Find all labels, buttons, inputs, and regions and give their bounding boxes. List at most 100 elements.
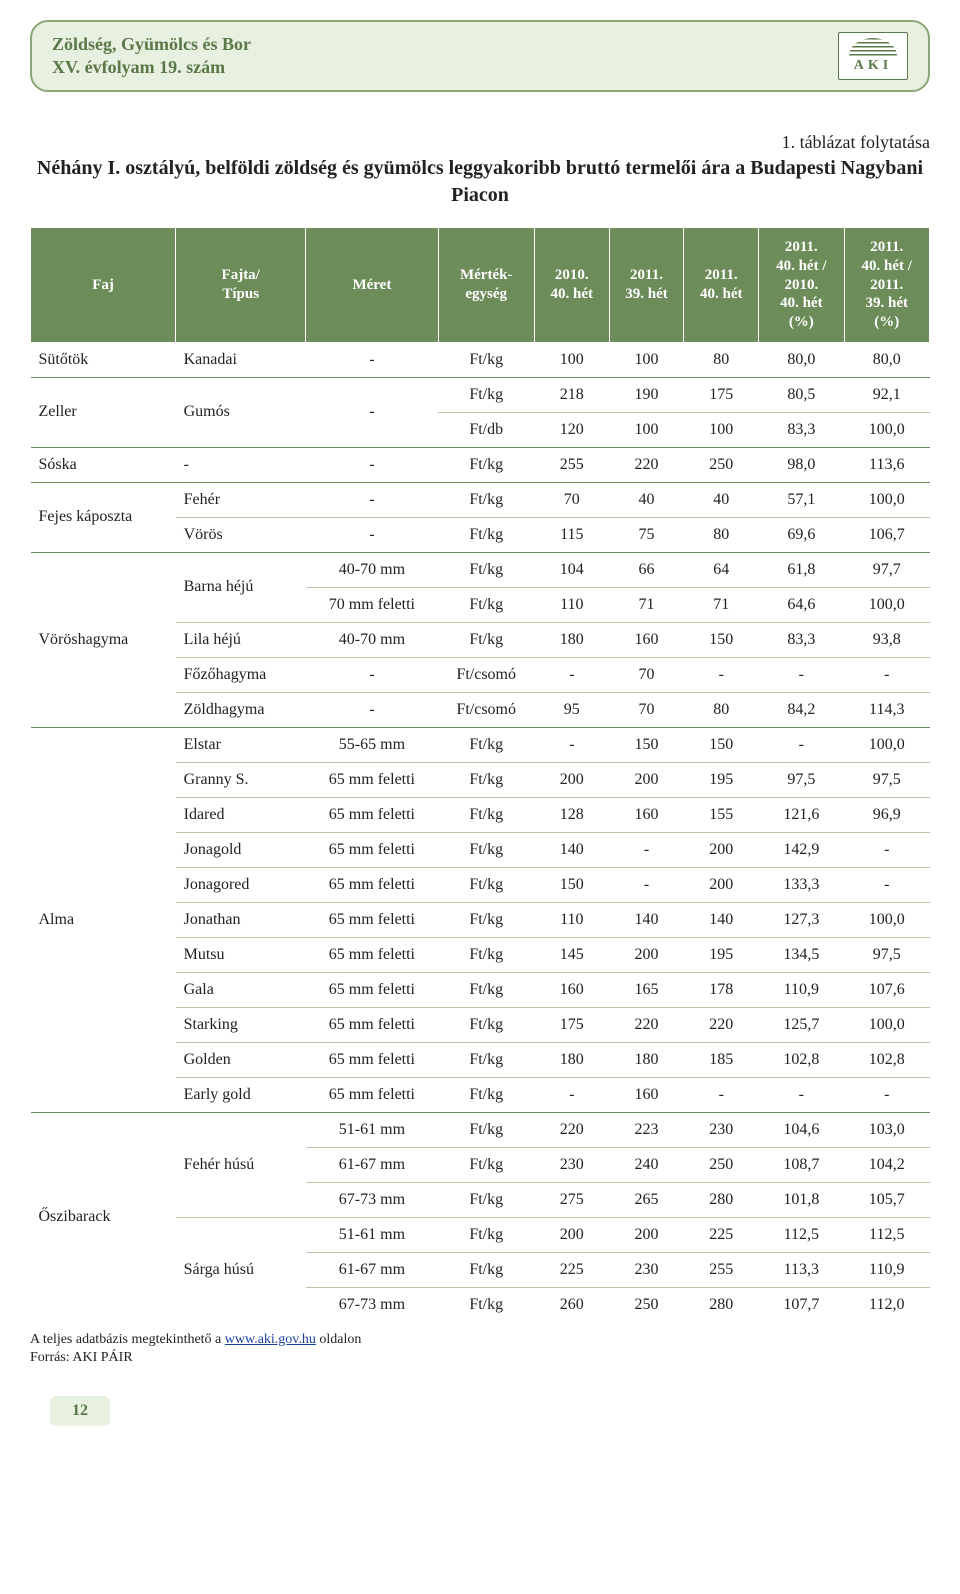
cell-unit: Ft/kg xyxy=(438,482,534,517)
cell-fajta: Starking xyxy=(176,1007,306,1042)
cell-value: - xyxy=(844,1077,929,1112)
cell-value: 71 xyxy=(684,587,759,622)
cell-value: 280 xyxy=(684,1287,759,1322)
header-line2: XV. évfolyam 19. szám xyxy=(52,56,251,79)
col-header: 2011.40. hét /2010.40. hét(%) xyxy=(759,228,844,343)
cell-unit: Ft/kg xyxy=(438,552,534,587)
cell-value: 108,7 xyxy=(759,1147,844,1182)
cell-value: - xyxy=(759,727,844,762)
table-row: ŐszibarackFehér húsú51-61 mmFt/kg2202232… xyxy=(31,1112,930,1147)
cell-unit: Ft/csomó xyxy=(438,657,534,692)
cell-fajta: Jonathan xyxy=(176,902,306,937)
cell-meret: 55-65 mm xyxy=(306,727,438,762)
cell-value: 110,9 xyxy=(844,1252,929,1287)
cell-value: - xyxy=(844,867,929,902)
cell-value: 104,2 xyxy=(844,1147,929,1182)
cell-value: 250 xyxy=(684,1147,759,1182)
cell-fajta: Fehér húsú xyxy=(176,1112,306,1217)
cell-value: 150 xyxy=(534,867,609,902)
cell-value: 160 xyxy=(609,1077,684,1112)
cell-unit: Ft/kg xyxy=(438,587,534,622)
cell-meret: 70 mm feletti xyxy=(306,587,438,622)
cell-value: 165 xyxy=(609,972,684,1007)
cell-value: 100,0 xyxy=(844,412,929,447)
cell-meret: 65 mm feletti xyxy=(306,902,438,937)
cell-value: 160 xyxy=(534,972,609,1007)
cell-meret: - xyxy=(306,692,438,727)
cell-value: - xyxy=(609,867,684,902)
cell-value: 200 xyxy=(684,867,759,902)
cell-fajta: Elstar xyxy=(176,727,306,762)
cell-fajta: Granny S. xyxy=(176,762,306,797)
cell-value: 220 xyxy=(684,1007,759,1042)
table-row: SütőtökKanadai-Ft/kg1001008080,080,0 xyxy=(31,342,930,377)
cell-fajta: Early gold xyxy=(176,1077,306,1112)
cell-unit: Ft/kg xyxy=(438,1042,534,1077)
cell-value: 80 xyxy=(684,692,759,727)
cell-value: 180 xyxy=(534,622,609,657)
cell-meret: 61-67 mm xyxy=(306,1252,438,1287)
cell-value: 80,0 xyxy=(844,342,929,377)
cell-value: 80 xyxy=(684,517,759,552)
table-head: FajFajta/TípusMéretMérték-egység2010.40.… xyxy=(31,228,930,343)
table-row: Fejes káposztaFehér-Ft/kg70404057,1100,0 xyxy=(31,482,930,517)
cell-value: 92,1 xyxy=(844,377,929,412)
cell-value: 140 xyxy=(609,902,684,937)
cell-fajta: Kanadai xyxy=(176,342,306,377)
cell-value: 150 xyxy=(684,622,759,657)
cell-value: 102,8 xyxy=(844,1042,929,1077)
cell-value: 121,6 xyxy=(759,797,844,832)
table-row: ZellerGumós-Ft/kg21819017580,592,1 xyxy=(31,377,930,412)
cell-fajta: Fehér xyxy=(176,482,306,517)
cell-value: 120 xyxy=(534,412,609,447)
cell-value: 110 xyxy=(534,587,609,622)
cell-value: 100,0 xyxy=(844,587,929,622)
cell-meret: 67-73 mm xyxy=(306,1287,438,1322)
cell-unit: Ft/kg xyxy=(438,1112,534,1147)
page-number: 12 xyxy=(50,1396,110,1426)
cell-value: 134,5 xyxy=(759,937,844,972)
cell-value: 110 xyxy=(534,902,609,937)
cell-value: 100 xyxy=(609,412,684,447)
cell-fajta: Mutsu xyxy=(176,937,306,972)
cell-value: 220 xyxy=(534,1112,609,1147)
cell-meret: - xyxy=(306,342,438,377)
footnote-link[interactable]: www.aki.gov.hu xyxy=(225,1332,316,1347)
cell-value: 275 xyxy=(534,1182,609,1217)
cell-unit: Ft/kg xyxy=(438,902,534,937)
cell-value: 105,7 xyxy=(844,1182,929,1217)
cell-value: 220 xyxy=(609,447,684,482)
cell-unit: Ft/kg xyxy=(438,1147,534,1182)
cell-value: 100,0 xyxy=(844,902,929,937)
cell-value: 145 xyxy=(534,937,609,972)
cell-faj: Sütőtök xyxy=(31,342,176,377)
continuation-label: 1. táblázat folytatása xyxy=(30,132,930,153)
cell-value: 250 xyxy=(684,447,759,482)
cell-value: 190 xyxy=(609,377,684,412)
col-header: 2010.40. hét xyxy=(534,228,609,343)
cell-value: 57,1 xyxy=(759,482,844,517)
col-header: 2011.40. hét /2011.39. hét(%) xyxy=(844,228,929,343)
col-header: Mérték-egység xyxy=(438,228,534,343)
col-header: Méret xyxy=(306,228,438,343)
cell-fajta: - xyxy=(176,447,306,482)
cell-value: 80 xyxy=(684,342,759,377)
col-header: Fajta/Típus xyxy=(176,228,306,343)
cell-fajta: Sárga húsú xyxy=(176,1217,306,1322)
cell-value: 83,3 xyxy=(759,622,844,657)
cell-meret: 67-73 mm xyxy=(306,1182,438,1217)
price-table: FajFajta/TípusMéretMérték-egység2010.40.… xyxy=(30,227,930,1322)
cell-value: 200 xyxy=(684,832,759,867)
cell-value: 280 xyxy=(684,1182,759,1217)
cell-fajta: Golden xyxy=(176,1042,306,1077)
cell-value: 100 xyxy=(609,342,684,377)
cell-value: 64 xyxy=(684,552,759,587)
cell-unit: Ft/kg xyxy=(438,727,534,762)
cell-value: 104 xyxy=(534,552,609,587)
cell-value: 93,8 xyxy=(844,622,929,657)
cell-value: 64,6 xyxy=(759,587,844,622)
cell-meret: 40-70 mm xyxy=(306,552,438,587)
cell-value: 113,6 xyxy=(844,447,929,482)
cell-value: - xyxy=(759,1077,844,1112)
footnote: A teljes adatbázis megtekinthető a www.a… xyxy=(30,1332,930,1348)
